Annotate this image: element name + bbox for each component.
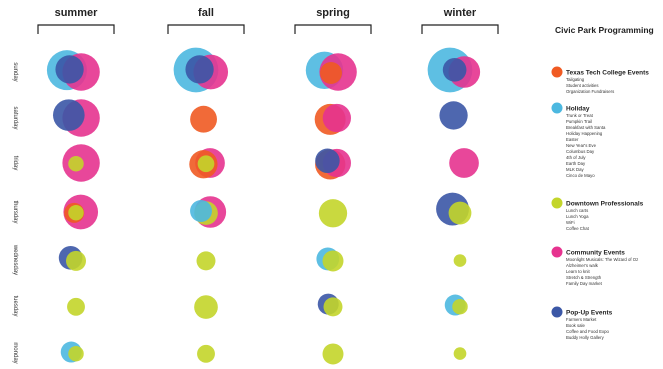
day-label-sunday: sunday	[12, 62, 18, 81]
season-bracket-winter	[421, 24, 499, 34]
legend-item-popup: Farmers Market	[566, 317, 597, 322]
bubble-spring-sunday-ttu	[320, 62, 342, 84]
season-label-spring: spring	[316, 7, 350, 19]
legend-label-holiday: Holiday	[566, 106, 590, 113]
legend-item-downtown: Lunch carts	[566, 208, 588, 213]
bubble-spring-friday-popup	[315, 148, 340, 174]
bubble-winter-monday-downtown	[453, 347, 467, 360]
legend: Texas Tech College EventsTailgatingStude…	[551, 66, 649, 340]
bubble-spring-monday-downtown	[322, 343, 344, 365]
legend-swatch-downtown	[551, 197, 563, 209]
bubble-spring-wednesday-downtown	[322, 250, 344, 272]
bubble-winter-wednesday-downtown	[453, 254, 467, 267]
bubble-fall-sunday-popup	[185, 55, 214, 84]
chart-title: Civic Park Programming	[555, 25, 654, 35]
bubble-summer-sunday-popup	[55, 55, 84, 84]
bubble-fall-friday-downtown	[197, 155, 215, 173]
season-bracket-fall	[167, 24, 245, 34]
bubble-winter-sunday-popup	[442, 58, 467, 82]
bubble-spring-saturday-community	[322, 103, 351, 133]
legend-item-holiday: MLK Day	[566, 167, 585, 172]
bubble-fall-wednesday-downtown	[196, 251, 216, 271]
legend-swatch-ttu	[551, 66, 563, 78]
season-headers: summer fall spring winter	[37, 7, 499, 34]
bubble-summer-thursday-downtown	[68, 204, 84, 221]
bubble-winter-friday-community	[449, 148, 479, 178]
legend-item-community: Moonlight Musicals: The Wizard of Oz	[566, 257, 638, 262]
legend-item-holiday: Trunk or Treat	[566, 113, 594, 118]
legend-item-popup: Book sale	[566, 323, 585, 328]
legend-item-holiday: Earth Day	[566, 161, 586, 166]
legend-item-popup: Coffee and Food Expo	[566, 329, 610, 334]
legend-item-ttu: Tailgating	[566, 77, 585, 82]
legend-swatch-community	[551, 246, 563, 258]
bubble-fall-tuesday-downtown	[194, 295, 218, 319]
day-label-friday: friday	[12, 156, 18, 171]
legend-item-community: Family Day market	[566, 281, 603, 286]
season-label-fall: fall	[198, 7, 214, 19]
bubble-winter-thursday-downtown	[448, 201, 472, 225]
legend-item-holiday: 4th of July	[566, 155, 586, 160]
legend-item-community: Alzheimer's walk	[566, 263, 599, 268]
bubble-spring-thursday-downtown	[318, 199, 348, 228]
legend-item-downtown: WiFi	[566, 220, 575, 225]
legend-item-ttu: Student activities	[566, 83, 598, 88]
legend-item-holiday: Columbus Day	[566, 149, 595, 154]
legend-swatch-popup	[551, 306, 563, 318]
legend-item-holiday: New Year's Eve	[566, 143, 597, 148]
bubble-winter-tuesday-downtown	[452, 298, 468, 315]
day-label-monday: monday	[12, 342, 18, 363]
legend-item-holiday: Pumpkin Trail	[566, 119, 592, 124]
legend-label-ttu: Texas Tech College Events	[566, 70, 649, 77]
day-label-thursday: thursday	[12, 200, 18, 223]
legend-item-downtown: Lunch Yoga	[566, 214, 589, 219]
season-bracket-summer	[37, 24, 115, 34]
legend-item-downtown: Coffee Chat	[566, 226, 590, 231]
bubble-fall-thursday-holiday	[190, 200, 212, 222]
legend-item-community: Learn to knit	[566, 269, 590, 274]
legend-label-downtown: Downtown Professionals	[566, 201, 644, 208]
bubble-fall-saturday-ttu	[190, 105, 217, 133]
bubbles	[46, 47, 481, 365]
bubble-winter-saturday-popup	[439, 101, 468, 130]
legend-item-ttu: Organization Fundraisers	[566, 89, 614, 94]
season-label-winter: winter	[443, 7, 477, 19]
legend-item-holiday: Easter	[566, 137, 579, 142]
bubble-summer-wednesday-downtown	[66, 250, 86, 271]
day-label-tuesday: tuesday	[12, 295, 18, 316]
day-label-wednesday: wednesday	[12, 244, 18, 275]
bubble-summer-tuesday-downtown	[67, 297, 85, 316]
day-labels: sunday saturday friday thursday wednesday tue…	[12, 62, 18, 363]
legend-label-popup: Pop-Up Events	[566, 310, 613, 317]
legend-item-holiday: Holiday Happening	[566, 131, 603, 136]
legend-label-community: Community Events	[566, 250, 625, 257]
legend-item-holiday: Breakfast with Santa	[566, 125, 606, 130]
legend-item-popup: Buddy Holly Gallery	[566, 335, 605, 340]
bubble-summer-friday-downtown	[68, 155, 84, 172]
season-bracket-spring	[294, 24, 372, 34]
legend-item-holiday: Cinco de Mayo	[566, 173, 595, 178]
bubble-summer-monday-downtown	[68, 345, 84, 362]
season-label-summer: summer	[55, 7, 99, 19]
bubble-spring-tuesday-downtown	[323, 297, 343, 317]
bubble-fall-monday-downtown	[197, 344, 215, 363]
legend-swatch-holiday	[551, 102, 563, 114]
legend-item-community: Stretch & Strength	[566, 275, 602, 280]
day-label-saturday: saturday	[12, 106, 18, 129]
bubble-summer-saturday-popup	[53, 99, 85, 131]
